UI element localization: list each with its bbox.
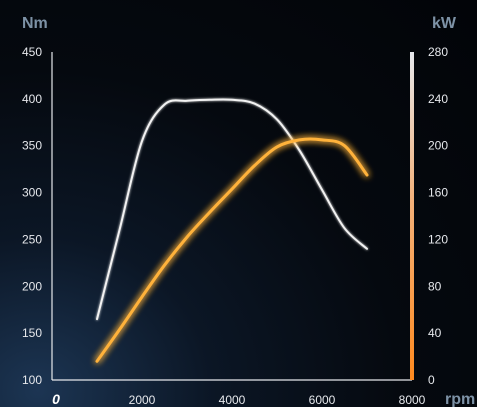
right-tick-label: 160 [428,186,448,200]
power-curve-line [95,137,369,363]
x-tick-label: 4000 [219,393,246,407]
x-tick-label: 8000 [399,393,426,407]
right-tick-label: 80 [428,279,442,293]
left-tick-label: 300 [22,186,42,200]
x-origin-label: 0 [52,391,60,407]
left-tick-label: 200 [22,279,42,293]
left-tick-label: 350 [22,139,42,153]
left-tick-label: 400 [22,92,42,106]
left-tick-label: 100 [22,373,42,387]
left-tick-label: 450 [22,45,42,59]
x-tick-label: 2000 [129,393,156,407]
x-axis-unit: rpm [445,391,475,407]
left-tick-label: 150 [22,326,42,340]
right-tick-label: 280 [428,45,448,59]
right-tick-label: 120 [428,232,448,246]
right-tick-label: 40 [428,326,442,340]
torque-curve-line [96,98,368,321]
right-tick-label: 0 [428,373,435,387]
labels-layer: Nm kW rpm [22,15,475,407]
axes-layer [51,52,414,381]
right-axis-ticks: 280 240 200 160 120 80 40 0 [428,45,448,387]
right-axis-unit: kW [432,15,457,32]
x-tick-label: 6000 [309,393,336,407]
right-tick-label: 200 [428,139,448,153]
right-y-axis-bar [410,52,414,380]
left-axis-unit: Nm [22,15,48,32]
left-axis-ticks: 450 400 350 300 250 200 150 100 [22,45,42,387]
left-tick-label: 250 [22,232,42,246]
right-tick-label: 240 [428,92,448,106]
series-layer [95,98,369,363]
x-axis-ticks: 0 2000 4000 6000 8000 [52,391,426,407]
